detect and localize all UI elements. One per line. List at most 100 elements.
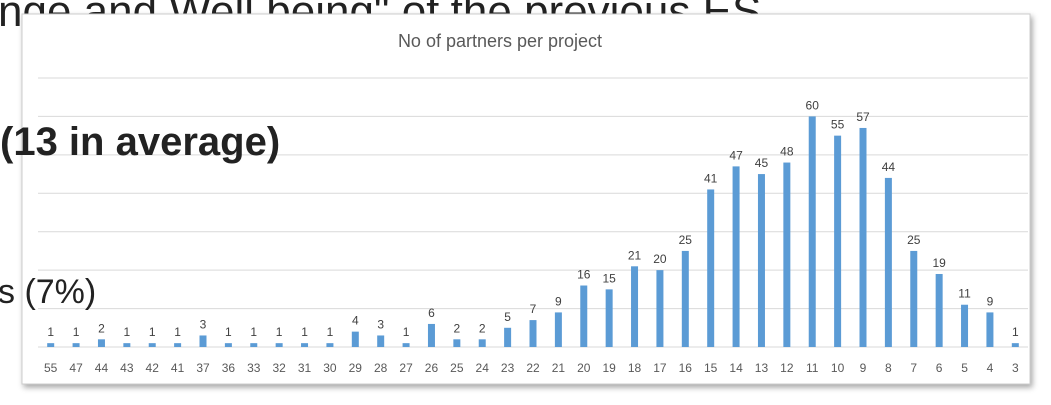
x-tick-label: 31	[298, 361, 312, 375]
x-tick-label: 8	[885, 361, 892, 375]
x-tick-label: 43	[120, 361, 134, 375]
bar	[656, 270, 664, 347]
value-label: 1	[149, 325, 156, 339]
bar	[681, 250, 689, 347]
x-tick-label: 17	[653, 361, 667, 375]
x-tick-label: 55	[44, 361, 58, 375]
value-label: 9	[987, 294, 994, 308]
value-label: 20	[653, 252, 667, 266]
value-label: 57	[856, 110, 870, 124]
value-label: 1	[301, 325, 308, 339]
bar	[732, 166, 740, 347]
value-label: 25	[907, 233, 921, 247]
x-tick-label: 7	[910, 361, 917, 375]
bar	[72, 343, 80, 347]
value-label: 1	[47, 325, 54, 339]
x-tick-label: 41	[171, 361, 185, 375]
value-label: 5	[504, 310, 511, 324]
value-label: 3	[377, 317, 384, 331]
bar	[224, 343, 232, 347]
value-label: 6	[428, 306, 435, 320]
x-tick-label: 5	[961, 361, 968, 375]
bar	[529, 320, 537, 347]
value-label: 1	[124, 325, 131, 339]
bar	[97, 339, 105, 347]
bar	[427, 323, 435, 347]
bar	[478, 339, 486, 347]
x-tick-label: 11	[806, 361, 819, 375]
bar	[834, 135, 842, 347]
bar	[631, 266, 639, 347]
bar	[504, 327, 512, 347]
value-label: 45	[755, 156, 769, 170]
bar	[707, 189, 715, 347]
x-tick-label: 33	[247, 361, 261, 375]
x-tick-label: 37	[196, 361, 210, 375]
value-label: 2	[454, 321, 461, 335]
bar	[554, 312, 562, 347]
x-tick-label: 6	[936, 361, 943, 375]
value-label: 47	[729, 148, 743, 162]
x-tick-label: 3	[1012, 361, 1019, 375]
value-label: 1	[327, 325, 334, 339]
value-label: 2	[98, 321, 105, 335]
slide-note: s (7%)	[0, 273, 96, 311]
bar	[910, 250, 918, 347]
x-tick-label: 19	[602, 361, 616, 375]
x-tick-label: 26	[425, 361, 439, 375]
bar	[935, 273, 943, 347]
value-label: 15	[602, 271, 616, 285]
x-tick-label: 30	[323, 361, 337, 375]
x-tick-label: 24	[476, 361, 490, 375]
bar	[377, 335, 385, 347]
x-tick-label: 20	[577, 361, 591, 375]
bar	[884, 177, 892, 347]
value-label: 44	[882, 160, 896, 174]
bar	[757, 174, 765, 347]
x-tick-label: 15	[704, 361, 718, 375]
bar	[961, 304, 969, 347]
bar	[453, 339, 461, 347]
value-label: 19	[932, 256, 946, 270]
bar	[123, 343, 131, 347]
x-tick-label: 32	[272, 361, 286, 375]
bar	[301, 343, 309, 347]
value-label: 1	[276, 325, 283, 339]
value-label: 16	[577, 268, 591, 282]
bar	[275, 343, 283, 347]
bar	[326, 343, 334, 347]
value-label: 1	[403, 325, 410, 339]
x-tick-label: 16	[679, 361, 693, 375]
value-label: 1	[225, 325, 232, 339]
bar	[1011, 343, 1019, 347]
x-tick-label: 9	[860, 361, 867, 375]
x-tick-label: 29	[349, 361, 363, 375]
x-tick-label: 47	[69, 361, 83, 375]
bar	[580, 285, 588, 347]
x-tick-label: 18	[628, 361, 642, 375]
value-label: 4	[352, 314, 359, 328]
value-label: 21	[628, 248, 642, 262]
bar	[808, 116, 816, 347]
value-label: 60	[806, 98, 820, 112]
x-tick-label: 22	[526, 361, 540, 375]
value-label: 1	[73, 325, 80, 339]
value-label: 11	[958, 287, 971, 301]
bar	[783, 162, 791, 347]
x-tick-label: 28	[374, 361, 388, 375]
plot: 5514714424314214113733613313213113012942…	[38, 77, 1028, 375]
bar	[199, 335, 207, 347]
chart-frame	[21, 13, 1031, 385]
x-tick-label: 23	[501, 361, 515, 375]
value-label: 1	[250, 325, 257, 339]
bar	[47, 343, 55, 347]
chart-title: No of partners per project	[398, 31, 602, 51]
x-tick-label: 27	[399, 361, 413, 375]
x-tick-label: 36	[222, 361, 236, 375]
bar	[402, 343, 410, 347]
bar	[986, 312, 994, 347]
x-tick-label: 10	[831, 361, 845, 375]
value-label: 9	[555, 294, 562, 308]
